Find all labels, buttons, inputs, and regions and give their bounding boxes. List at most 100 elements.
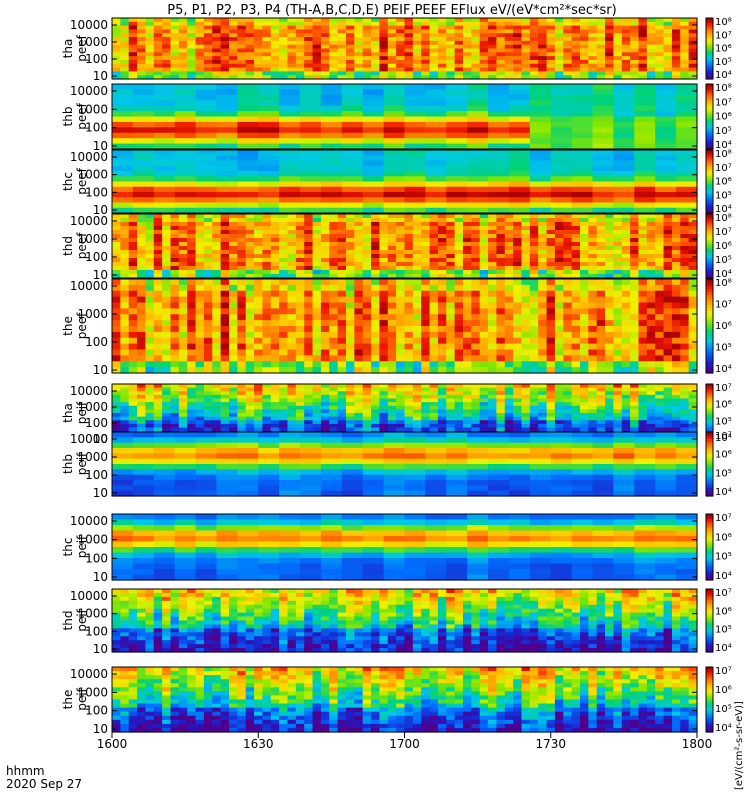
heatmap-cell: [596, 314, 606, 321]
heatmap-cell: [329, 40, 339, 46]
y-tick-label: 10000: [70, 279, 108, 293]
heatmap-cell: [513, 246, 523, 251]
heatmap-cell: [320, 349, 330, 356]
heatmap-cell: [646, 21, 656, 27]
heatmap-cell: [229, 413, 238, 418]
heatmap-cell: [383, 186, 406, 193]
heatmap-cell: [592, 121, 615, 128]
heatmap-cell: [387, 226, 397, 231]
heatmap-cell: [387, 246, 397, 251]
heatmap-cell: [638, 314, 648, 321]
heatmap-cell: [437, 258, 447, 263]
heatmap-cell: [128, 314, 138, 321]
heatmap-cell: [496, 230, 506, 235]
heatmap-cell: [320, 314, 330, 321]
heatmap-cell: [404, 138, 426, 145]
heatmap-cell: [304, 314, 314, 321]
heatmap-cell: [187, 320, 197, 327]
heatmap-cell: [354, 218, 364, 223]
heatmap-cell: [195, 105, 218, 112]
heatmap-cell: [229, 367, 238, 374]
heatmap-cell: [479, 33, 489, 38]
heatmap-cell: [630, 314, 640, 321]
heatmap-cell: [571, 254, 581, 259]
heatmap-cell: [680, 33, 690, 38]
heatmap-cell: [203, 262, 213, 267]
heatmap-cell: [153, 296, 163, 304]
heatmap-cell: [137, 226, 147, 231]
heatmap-cell: [245, 230, 255, 235]
heatmap-cell: [571, 326, 581, 333]
heatmap-cell: [279, 71, 289, 76]
heatmap-cell: [437, 420, 447, 425]
heatmap-cell: [229, 250, 238, 255]
heatmap-cell: [454, 337, 464, 345]
heatmap-cell: [187, 405, 197, 410]
heatmap-cell: [463, 302, 472, 309]
heatmap-cell: [446, 355, 456, 362]
heatmap-cell: [638, 308, 648, 315]
heatmap-cell: [538, 258, 548, 263]
heatmap-cell: [203, 361, 213, 368]
heatmap-cell: [429, 279, 439, 286]
heatmap-cell: [425, 105, 447, 112]
heatmap-cell: [262, 33, 272, 38]
heatmap-cell: [270, 331, 280, 339]
colorbar-segment: [706, 326, 713, 330]
heatmap-cell: [212, 59, 222, 65]
heatmap-cell: [412, 56, 422, 61]
heatmap-cell: [287, 242, 297, 247]
heatmap-cell: [287, 349, 297, 356]
colorbar-segment: [706, 347, 713, 352]
heatmap-cell: [262, 367, 272, 374]
heatmap-cell: [676, 202, 698, 209]
heatmap-cell: [655, 25, 665, 31]
colorbar-segment: [706, 154, 713, 157]
heatmap-cell: [216, 84, 238, 91]
heatmap-cell: [245, 67, 255, 72]
heatmap-cell: [508, 111, 531, 118]
heatmap-cell: [529, 67, 539, 72]
heatmap-cell: [550, 111, 573, 118]
heatmap-cell: [174, 150, 197, 156]
heatmap-cell: [187, 59, 197, 65]
heatmap-cell: [245, 413, 255, 418]
heatmap-cell: [471, 326, 481, 333]
heatmap-cell: [454, 302, 464, 309]
heatmap-cell: [170, 37, 180, 42]
heatmap-cell: [521, 56, 531, 61]
heatmap-cell: [412, 48, 422, 53]
heatmap-cell: [354, 270, 364, 275]
heatmap-cell: [454, 284, 464, 292]
y-tick-label: 100: [85, 121, 108, 135]
heatmap-cell: [429, 218, 439, 223]
heatmap-cell: [655, 94, 677, 101]
heatmap-cell: [371, 222, 381, 227]
heatmap-cell: [254, 238, 264, 243]
heatmap-cell: [162, 71, 172, 76]
heatmap-cell: [412, 398, 422, 403]
heatmap-cell: [245, 391, 255, 396]
heatmap-cell: [287, 326, 297, 333]
heatmap-cell: [270, 242, 280, 247]
colorbar-segment: [706, 267, 713, 271]
heatmap-cell: [120, 274, 130, 279]
heatmap-cell: [203, 320, 213, 327]
heatmap-cell: [563, 320, 573, 327]
heatmap-cell: [203, 394, 213, 400]
heatmap-cell: [304, 214, 314, 219]
heatmap-cell: [546, 320, 556, 327]
heatmap-cell: [550, 132, 573, 139]
heatmap-cell: [379, 226, 389, 231]
heatmap-cell: [446, 186, 468, 193]
heatmap-cell: [412, 343, 422, 351]
heatmap-cell: [588, 21, 598, 27]
heatmap-cell: [262, 391, 272, 396]
colorbar-segment: [706, 189, 713, 193]
heatmap-cell: [262, 343, 272, 351]
heatmap-cell: [229, 25, 238, 31]
heatmap-cell: [203, 349, 213, 356]
heatmap-cell: [270, 355, 280, 362]
heatmap-cell: [446, 302, 456, 309]
